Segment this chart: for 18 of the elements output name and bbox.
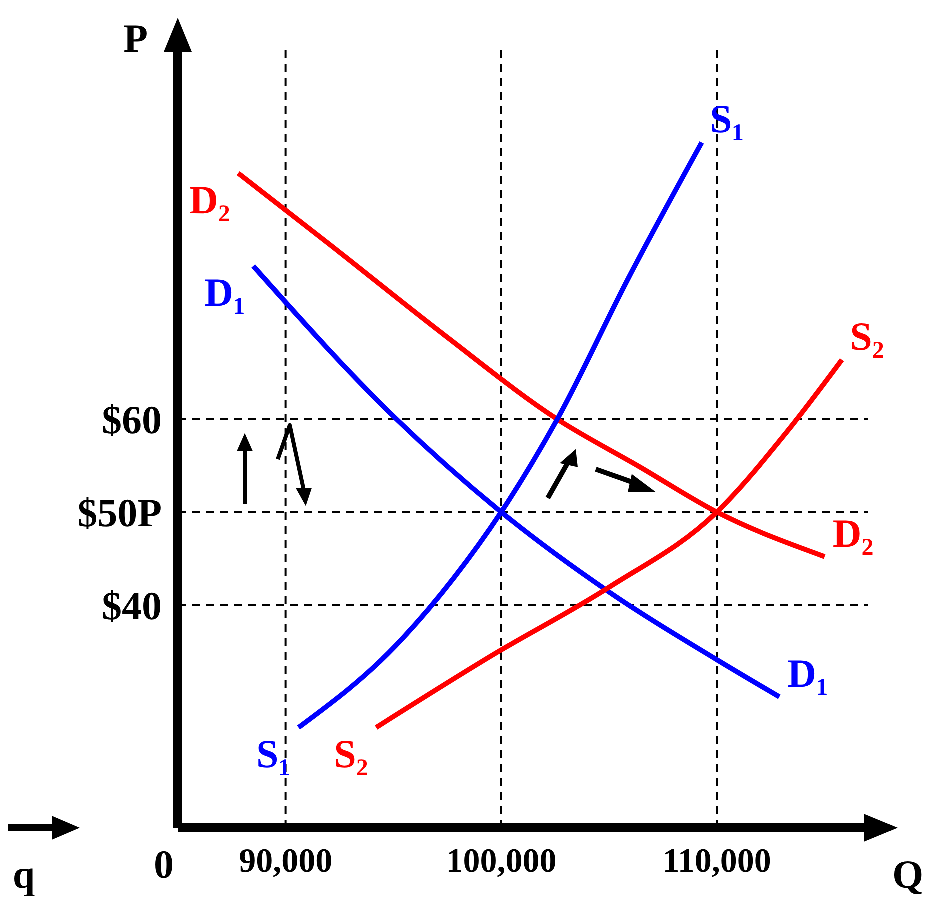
series-label: S₁ <box>710 96 744 142</box>
text: q <box>12 852 36 897</box>
text: D₂ <box>189 177 230 222</box>
x-tick-label: 90,000 <box>239 843 333 880</box>
series-label: S₂ <box>850 314 884 359</box>
text: 0 <box>154 842 174 887</box>
text: S₁ <box>256 732 291 777</box>
text: D₁ <box>204 270 246 316</box>
y-axis-title: P <box>124 16 148 61</box>
x-tick-label: 100,000 <box>446 843 557 880</box>
y-tick-label: $40 <box>102 583 162 628</box>
x-tick-label: 110,000 <box>662 843 772 880</box>
series-label: D₁ <box>788 651 828 696</box>
y-tick-label: $60 <box>102 398 162 443</box>
series-label: D₂ <box>832 510 874 556</box>
x-axis-title: Q <box>892 852 924 897</box>
y-tick-label: $50P <box>78 490 162 536</box>
text: S₂ <box>334 732 368 777</box>
